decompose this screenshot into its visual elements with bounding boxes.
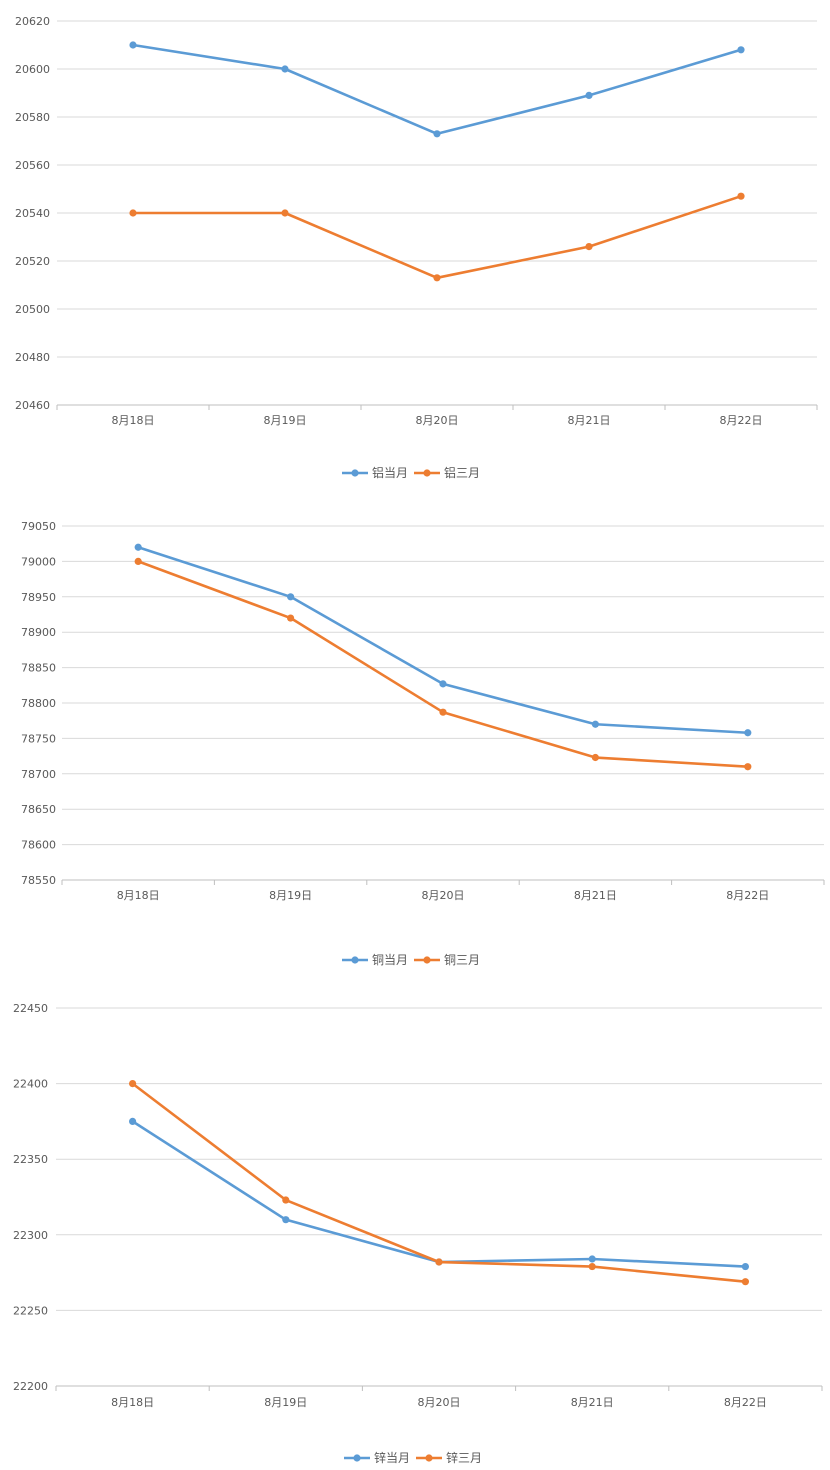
legend-marker — [423, 469, 431, 477]
y-tick-label: 78950 — [21, 591, 56, 604]
y-tick-label: 20540 — [15, 207, 50, 220]
x-tick-label: 8月19日 — [269, 889, 312, 902]
y-tick-label: 22400 — [13, 1078, 48, 1091]
y-tick-label: 20620 — [15, 15, 50, 28]
legend-label: 铜三月 — [444, 952, 480, 967]
data-point — [129, 1117, 137, 1125]
x-tick-label: 8月18日 — [112, 414, 155, 427]
series-line — [131, 194, 743, 280]
data-point — [588, 1255, 596, 1263]
data-point — [741, 1262, 750, 1271]
data-point — [129, 209, 137, 217]
x-tick-label: 8月19日 — [264, 414, 307, 427]
data-point — [585, 243, 593, 251]
y-tick-label: 78750 — [21, 732, 56, 745]
y-tick-label: 20520 — [15, 255, 50, 268]
y-tick-label: 22350 — [13, 1153, 48, 1166]
x-tick-label: 8月22日 — [724, 1396, 767, 1409]
legend-marker — [351, 956, 359, 964]
legend-label: 铝三月 — [444, 465, 480, 480]
data-point — [433, 130, 441, 138]
data-point — [282, 1216, 290, 1224]
data-point — [744, 729, 752, 737]
data-point — [591, 720, 600, 728]
y-tick-label: 20600 — [15, 63, 50, 76]
x-tick-label: 8月22日 — [726, 889, 769, 902]
y-tick-label: 20500 — [15, 303, 50, 316]
x-tick-label: 8月22日 — [720, 414, 763, 427]
y-tick-label: 22450 — [13, 1002, 48, 1015]
y-tick-label: 78700 — [21, 768, 56, 781]
y-tick-label: 78550 — [21, 874, 56, 887]
data-point — [281, 65, 289, 73]
data-point — [439, 680, 447, 688]
x-tick-label: 8月19日 — [264, 1396, 307, 1409]
x-tick-label: 8月21日 — [571, 1396, 614, 1409]
data-point — [591, 753, 600, 762]
legend-label: 铜当月 — [372, 952, 408, 967]
data-point — [134, 543, 142, 551]
x-tick-label: 8月20日 — [416, 414, 459, 427]
y-tick-label: 78650 — [21, 803, 56, 816]
legend-label: 锌当月 — [374, 1451, 410, 1465]
series-line — [131, 43, 743, 136]
y-tick-label: 79000 — [21, 555, 56, 568]
chart-zinc: 22200 22250 22300 22350 22400 22450 8月18日 8月19日… — [13, 1002, 823, 1465]
data-point — [439, 708, 447, 716]
data-point — [737, 192, 745, 200]
legend-label: 锌三月 — [446, 1451, 482, 1465]
y-tick-label: 20460 — [15, 399, 50, 412]
series-line — [136, 560, 750, 769]
x-tick-label: 8月20日 — [418, 1396, 461, 1409]
y-tick-label: 20560 — [15, 159, 50, 172]
series-line — [136, 545, 750, 735]
data-point — [585, 91, 593, 99]
series-line — [131, 1082, 747, 1283]
legend-label: 铝当月 — [372, 465, 408, 480]
data-point — [287, 593, 295, 601]
data-point — [588, 1262, 596, 1271]
data-point — [134, 557, 142, 565]
x-tick-label: 8月18日 — [111, 1396, 154, 1409]
y-tick-label: 20580 — [15, 111, 50, 124]
data-point — [129, 41, 137, 49]
x-tick-label: 8月18日 — [117, 889, 160, 902]
data-point — [741, 1278, 750, 1286]
legend-marker — [425, 1454, 433, 1462]
data-point — [287, 614, 295, 622]
x-tick-label: 8月21日 — [574, 889, 617, 902]
data-point — [737, 46, 745, 54]
y-tick-label: 78900 — [21, 626, 56, 639]
data-point — [435, 1258, 443, 1266]
legend-marker — [351, 469, 359, 477]
y-tick-label: 78800 — [21, 697, 56, 710]
chart-copper: 78550 78600 78650 78700 78750 78800 78850 78900… — [21, 520, 825, 967]
legend-marker — [423, 956, 431, 964]
chart-aluminum: 20460 20480 20500 20520 20540 20560 20580 20600… — [15, 15, 818, 480]
y-tick-label: 20480 — [15, 351, 50, 364]
y-tick-label: 79050 — [21, 520, 56, 533]
x-tick-label: 8月20日 — [422, 889, 465, 902]
y-tick-label: 22300 — [13, 1229, 48, 1242]
y-tick-label: 78600 — [21, 839, 56, 852]
x-tick-label: 8月21日 — [568, 414, 611, 427]
y-tick-label: 22200 — [13, 1380, 48, 1393]
data-point — [433, 274, 441, 282]
series-line — [131, 1120, 747, 1268]
data-point — [281, 209, 289, 217]
y-tick-label: 22250 — [13, 1304, 48, 1317]
y-tick-label: 78850 — [21, 662, 56, 675]
data-point — [129, 1080, 137, 1088]
data-point — [282, 1196, 290, 1204]
legend-marker — [353, 1454, 361, 1462]
data-point — [744, 763, 752, 771]
